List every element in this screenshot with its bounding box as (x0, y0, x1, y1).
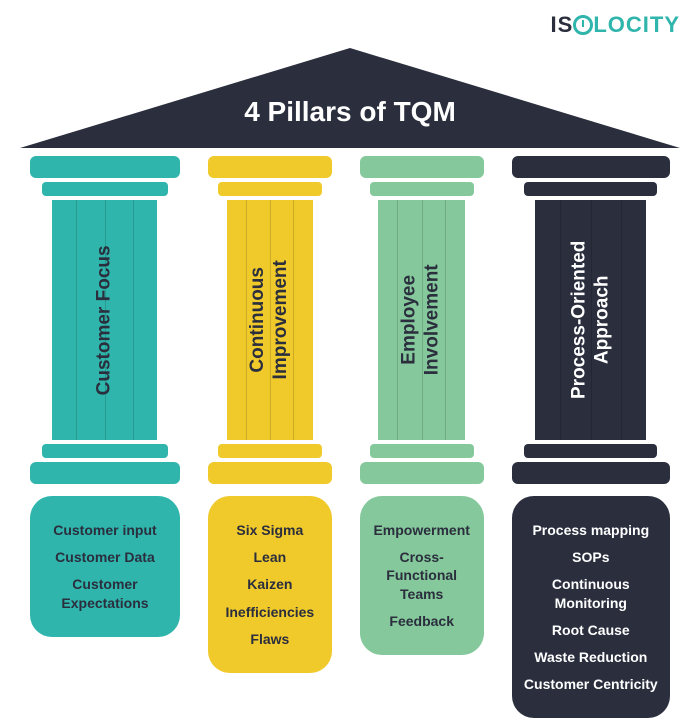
pillar-item: Continuous Monitoring (518, 575, 664, 611)
pillar-item: Customer input (36, 521, 174, 539)
pillar-base: Six Sigma Lean Kaizen Inefficiencies Flaws (208, 496, 332, 673)
pillar-1: ContinuousImprovement Six Sigma Lean Kaizen… (208, 156, 332, 718)
pillar-item: Flaws (214, 630, 326, 648)
pillar-item: Process mapping (518, 521, 664, 539)
pillar-item: SOPs (518, 548, 664, 566)
pillar-neck (524, 182, 657, 196)
stopwatch-icon (573, 15, 593, 35)
pillar-shaft: Process-OrientedApproach (535, 200, 646, 440)
pillar-label: Process-OrientedApproach (568, 241, 614, 399)
pillar-foot-neck (370, 444, 474, 458)
logo-part1: IS (551, 12, 574, 37)
pillars-row: Customer Focus Customer input Customer Dat… (30, 156, 670, 718)
pillar-3: Process-OrientedApproach Process mapping S… (512, 156, 670, 718)
pillar-label: Customer Focus (94, 245, 117, 395)
pillar-base: Empowerment Cross-Functional Teams Feedbac… (360, 496, 484, 655)
roof: 4 Pillars of TQM (20, 48, 680, 158)
pillar-capital (30, 156, 180, 178)
pillar-capital (512, 156, 670, 178)
pillar-foot-neck (524, 444, 657, 458)
pillar-neck (218, 182, 322, 196)
pillar-item: Inefficiencies (214, 603, 326, 621)
pillar-shaft: EmployeeInvolvement (378, 200, 465, 440)
pillar-capital (360, 156, 484, 178)
pillar-item: Customer Expectations (36, 575, 174, 611)
logo-part2: LOCITY (593, 12, 680, 37)
pillar-label: EmployeeInvolvement (399, 265, 445, 376)
pillar-item: Kaizen (214, 575, 326, 593)
pillar-capital (208, 156, 332, 178)
pillar-shaft: ContinuousImprovement (227, 200, 314, 440)
pillar-foot (208, 462, 332, 484)
pillar-base: Process mapping SOPs Continuous Monitoring… (512, 496, 670, 718)
pillar-foot (30, 462, 180, 484)
pillar-2: EmployeeInvolvement Empowerment Cross-Func… (360, 156, 484, 718)
main-title: 4 Pillars of TQM (20, 96, 680, 128)
pillar-label: ContinuousImprovement (247, 260, 293, 379)
pillar-item: Customer Data (36, 548, 174, 566)
pillar-item: Feedback (366, 612, 478, 630)
pillar-foot (512, 462, 670, 484)
pillar-item: Root Cause (518, 621, 664, 639)
pillar-item: Six Sigma (214, 521, 326, 539)
pillar-foot-neck (218, 444, 322, 458)
pillar-neck (42, 182, 168, 196)
pillar-item: Cross-Functional Teams (366, 548, 478, 603)
pillar-base: Customer input Customer Data Customer Expe… (30, 496, 180, 637)
pillar-item: Customer Centricity (518, 675, 664, 693)
pillar-item: Lean (214, 548, 326, 566)
pillar-foot (360, 462, 484, 484)
pillar-neck (370, 182, 474, 196)
brand-logo: IS LOCITY (551, 12, 680, 38)
pillar-shaft: Customer Focus (52, 200, 157, 440)
pillar-item: Empowerment (366, 521, 478, 539)
pillar-0: Customer Focus Customer input Customer Dat… (30, 156, 180, 718)
pillar-foot-neck (42, 444, 168, 458)
pillar-item: Waste Reduction (518, 648, 664, 666)
